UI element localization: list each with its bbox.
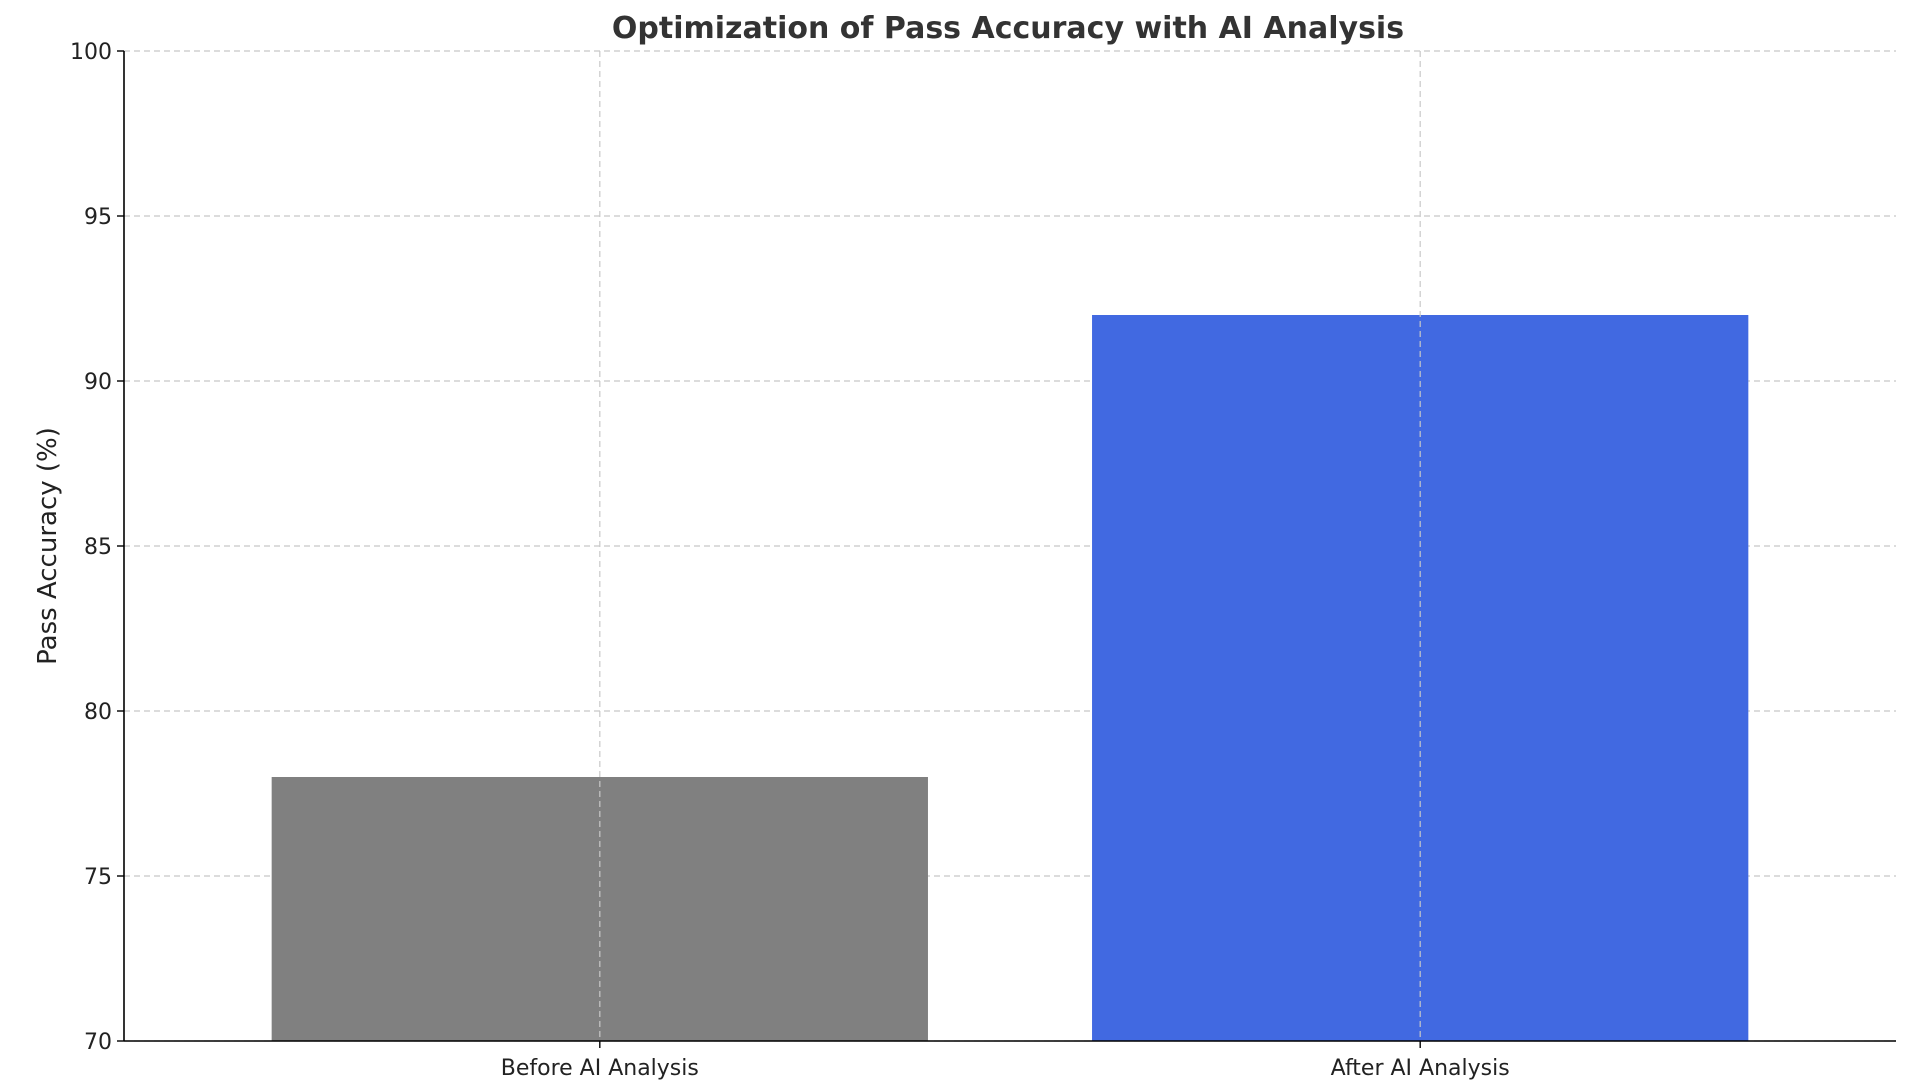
y-tick-label: 70 [84, 1030, 112, 1055]
grid-overlay [599, 51, 1421, 1041]
x-tick-label: Before AI Analysis [501, 1056, 699, 1080]
y-tick-label: 100 [70, 40, 112, 65]
y-tick-label: 85 [84, 535, 112, 560]
y-tick-label: 75 [84, 865, 112, 890]
chart-title: Optimization of Pass Accuracy with AI An… [612, 11, 1404, 46]
y-tick-label: 90 [84, 370, 112, 395]
y-tick-label: 95 [84, 205, 112, 230]
y-axis-label: Pass Accuracy (%) [33, 427, 63, 665]
y-tick-label: 80 [84, 700, 112, 725]
tick-labels: 70 75 80 85 90 95 100 Before AI Analysis After A… [70, 40, 1510, 1080]
x-tick-label: After AI Analysis [1331, 1056, 1510, 1080]
axes [117, 50, 1896, 1048]
